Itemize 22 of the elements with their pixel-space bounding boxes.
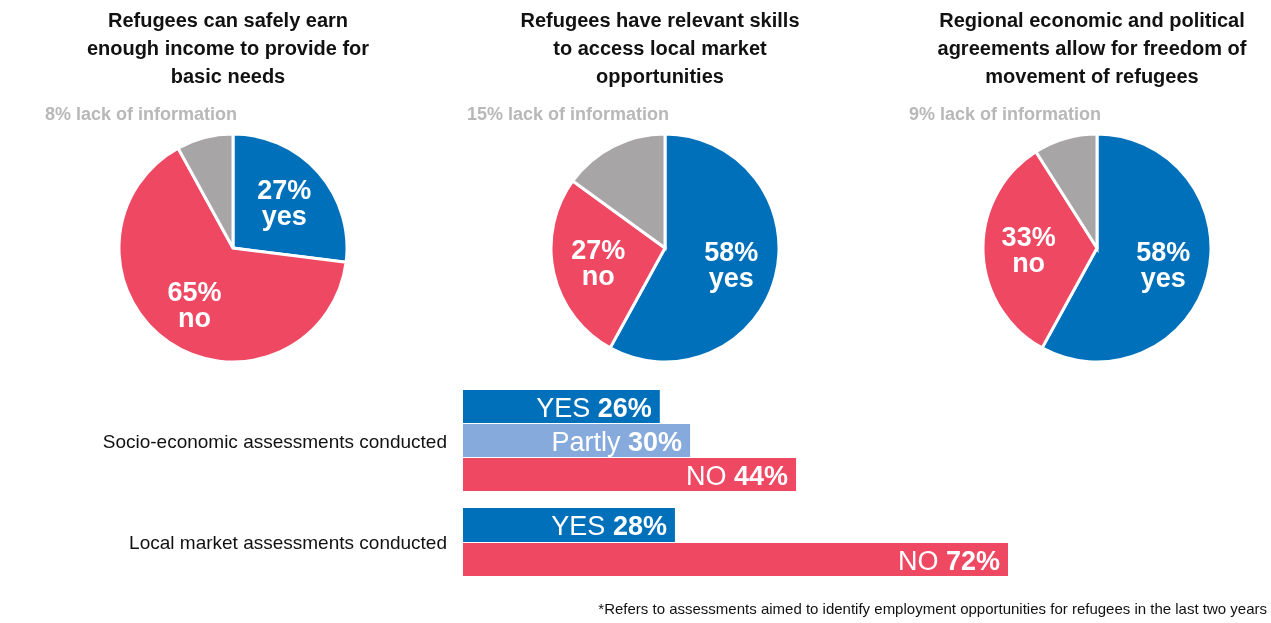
- series-label: YES: [536, 392, 598, 423]
- chart-title: Refugees can safely earn enough income to provide for basic needs: [85, 8, 371, 89]
- data-label: 28%: [612, 511, 667, 541]
- chart-title: Regional economic and political agreements allow for freedom of movement of refugees: [936, 8, 1248, 89]
- series-label: Partly: [551, 426, 629, 457]
- slice-label: lack of information: [507, 104, 669, 124]
- data-label: 15%: [466, 104, 503, 124]
- slice-label: lack of information: [75, 104, 237, 124]
- y-tick-label: Local market assessments conducted: [129, 531, 447, 553]
- y-tick-label: Socio-economic assessments conducted: [102, 430, 447, 452]
- chart-title: Refugees have relevant skills to access local market opportunities: [519, 8, 801, 89]
- text: NO: [897, 546, 939, 576]
- text: YES: [551, 511, 606, 541]
- data-label: 44%: [734, 460, 789, 491]
- series-label: NO: [685, 460, 735, 491]
- text: *Refers to assessments aimed to identify employment opportunities for refugees in the last two years: [598, 600, 1267, 617]
- data-label: 26%: [597, 392, 652, 423]
- slice-label: lack of information: [939, 104, 1101, 124]
- data-label: 9%: [908, 104, 935, 124]
- data-label: 8%: [44, 104, 71, 124]
- data-label: 72%: [945, 546, 1000, 576]
- data-label: 30%: [628, 426, 683, 457]
